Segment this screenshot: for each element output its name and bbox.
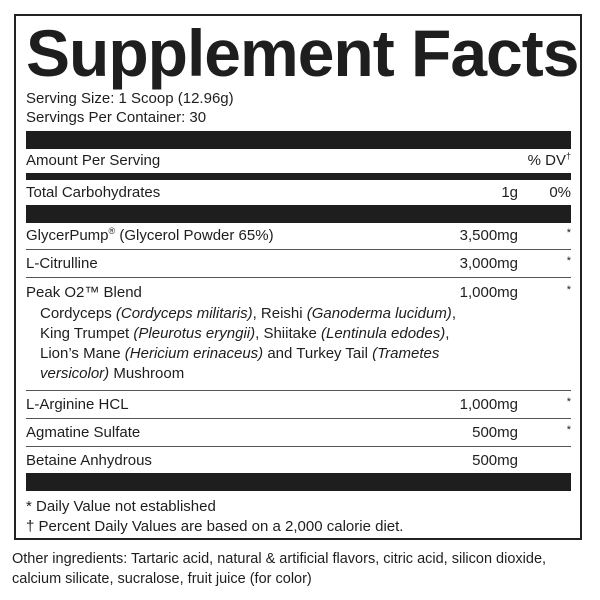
thin-divider [26,249,571,250]
ingredient-name: L-Citrulline [26,255,98,272]
common-name: and Turkey Tail [263,345,373,362]
ingredient-amount: 500mg [472,424,518,441]
dagger-mark: † [565,151,571,161]
botanical-name: (Hericium erinaceus) [124,345,264,362]
medium-divider [26,173,571,180]
thin-divider [26,390,571,391]
ingredient-dv: * [566,255,571,267]
thick-divider [26,473,571,491]
ingredient-detail: (Glycerol Powder 65%) [115,227,274,244]
botanical-name: (Lentinula edodes) [320,325,446,342]
ingredient-name: Betaine Anhydrous [26,452,152,469]
ingredient-brand: GlycerPump [26,227,109,244]
thin-divider [26,277,571,278]
ingredient-amount: 1,000mg [459,284,518,301]
serving-size: Serving Size: 1 Scoop (12.96g) [26,90,234,107]
thick-divider [26,205,571,223]
amount-per-serving-label: Amount Per Serving [26,152,161,169]
ingredient-amount: 500mg [472,452,518,469]
nutrient-dv: 0% [549,184,571,201]
servings-per-container: Servings Per Container: 30 [26,109,207,126]
common-name: , Shiitake [255,325,321,342]
common-name: , Lion’s Mane [40,325,450,362]
blend-composition: Cordyceps (Cordyceps militaris), Reishi … [40,304,480,384]
nutrient-amount: 1g [501,184,518,201]
ingredient-amount: 3,500mg [459,227,518,244]
ingredient-name: Peak O2™ Blend [26,284,142,301]
botanical-name: (Cordyceps militaris) [115,305,253,322]
other-ingredients: Other ingredients: Tartaric acid, natura… [12,551,547,587]
ingredient-dv: * [566,227,571,239]
ingredient-dv: * [566,284,571,296]
botanical-name: (Pleurotus eryngii) [133,325,256,342]
ingredient-amount: 3,000mg [459,255,518,272]
common-name: , King Trumpet [40,305,456,342]
ingredient-name: L-Arginine HCL [26,396,129,413]
dv-text: % DV [527,152,566,169]
ingredient-name: GlycerPump® (Glycerol Powder 65%) [26,227,274,245]
botanical-name: (Trametes versicolor) [40,345,440,382]
thin-divider [26,418,571,419]
common-name: Mushroom [109,365,185,382]
thick-divider [26,131,571,149]
ingredient-amount: 1,000mg [459,396,518,413]
panel-title: Supplement Facts [26,16,579,90]
botanical-name: (Ganoderma lucidum) [306,305,452,322]
common-name: , Reishi [252,305,307,322]
registered-mark: ® [108,226,116,236]
footnote-daily-value: * Daily Value not established [26,498,216,515]
ingredient-dv: * [566,424,571,436]
ingredient-dv: * [566,396,571,408]
dv-label: % DV† [528,152,571,170]
supplement-facts-panel: Supplement Facts Serving Size: 1 Scoop (… [14,14,582,540]
common-name: Cordyceps [40,305,116,322]
nutrient-name: Total Carbohydrates [26,184,161,201]
footnote-percent-dv: † Percent Daily Values are based on a 2,… [26,518,404,535]
ingredient-name: Agmatine Sulfate [26,424,141,441]
thin-divider [26,446,571,447]
